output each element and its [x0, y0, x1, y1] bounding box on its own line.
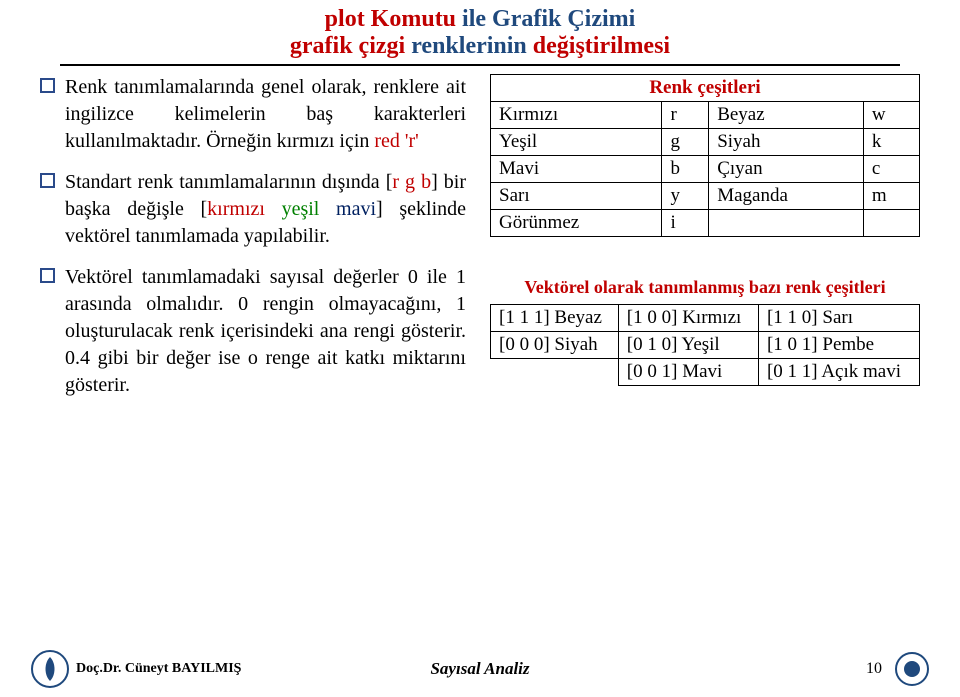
university-logo-icon	[30, 649, 70, 689]
cell: [0 0 1] Mavi	[618, 359, 758, 386]
color-table-header: Renk çeşitleri	[491, 75, 920, 102]
cell: w	[863, 102, 919, 129]
footer-center: Sayısal Analiz	[430, 659, 529, 679]
bullet-1: Renk tanımlamalarında genel olarak, renk…	[40, 74, 466, 155]
b2-a: Standart renk tanımlamalarının dışında [	[65, 171, 392, 193]
cell: [1 1 1] Beyaz	[491, 305, 619, 332]
cell: Görünmez	[491, 210, 662, 237]
cell: Çıyan	[709, 156, 864, 183]
title-line-2: grafik çizgi renklerinin değiştirilmesi	[0, 33, 960, 60]
bullet-1-text-b: red	[374, 130, 405, 152]
bullet-2-text: Standart renk tanımlamalarının dışında […	[65, 169, 466, 250]
cell	[491, 359, 619, 386]
bullet-2: Standart renk tanımlamalarının dışında […	[40, 169, 466, 250]
table-row: Mavi b Çıyan c	[491, 156, 920, 183]
table-row: [1 1 1] Beyaz [1 0 0] Kırmızı [1 1 0] Sa…	[491, 305, 920, 332]
footer: Doç.Dr. Cüneyt BAYILMIŞ Sayısal Analiz 1…	[0, 649, 960, 689]
table-row: Kırmızı r Beyaz w	[491, 102, 920, 129]
title2-part-b: renklerinin	[411, 33, 533, 59]
secondary-logo-icon	[894, 651, 930, 687]
cell: m	[863, 183, 919, 210]
bullet-3: Vektörel tanımlamadaki sayısal değerler …	[40, 264, 466, 399]
cell: i	[662, 210, 709, 237]
bullet-icon	[40, 173, 55, 188]
cell: [1 0 0] Kırmızı	[618, 305, 758, 332]
b2-d: kırmızı	[207, 198, 265, 220]
bullet-1-text: Renk tanımlamalarında genel olarak, renk…	[65, 74, 466, 155]
cell: Beyaz	[709, 102, 864, 129]
cell: b	[662, 156, 709, 183]
bullet-1-text-c: 'r'	[405, 130, 419, 152]
cell: k	[863, 129, 919, 156]
cell: [0 1 1] Açık mavi	[758, 359, 919, 386]
cell	[709, 210, 864, 237]
table-row: [0 0 1] Mavi [0 1 1] Açık mavi	[491, 359, 920, 386]
color-table: Renk çeşitleri Kırmızı r Beyaz w Yeşil g…	[490, 74, 920, 237]
cell: Mavi	[491, 156, 662, 183]
title1-part-a: plot Komutu	[325, 6, 456, 32]
page-number: 10	[866, 660, 882, 678]
vector-table-title: Vektörel olarak tanımlanmış bazı renk çe…	[490, 277, 920, 298]
cell: Sarı	[491, 183, 662, 210]
title-line-1: plot Komutu ile Grafik Çizimi	[0, 6, 960, 33]
cell: [1 1 0] Sarı	[758, 305, 919, 332]
b2-b: r g b	[392, 171, 431, 193]
right-column: Renk çeşitleri Kırmızı r Beyaz w Yeşil g…	[490, 74, 920, 413]
title2-part-a: grafik çizgi	[290, 33, 411, 59]
bullet-icon	[40, 268, 55, 283]
cell: [1 0 1] Pembe	[758, 332, 919, 359]
cell	[863, 210, 919, 237]
cell: Kırmızı	[491, 102, 662, 129]
cell: Siyah	[709, 129, 864, 156]
cell: c	[863, 156, 919, 183]
b2-e	[265, 198, 282, 220]
title2-part-c: değiştirilmesi	[533, 33, 670, 59]
cell: r	[662, 102, 709, 129]
bullet-icon	[40, 78, 55, 93]
title1-part-b: ile Grafik Çizimi	[456, 6, 635, 32]
b2-h: mavi	[336, 198, 376, 220]
left-column: Renk tanımlamalarında genel olarak, renk…	[40, 74, 466, 413]
cell: y	[662, 183, 709, 210]
header: plot Komutu ile Grafik Çizimi grafik çiz…	[0, 0, 960, 60]
content: Renk tanımlamalarında genel olarak, renk…	[0, 66, 960, 413]
table-row: Sarı y Maganda m	[491, 183, 920, 210]
cell: Maganda	[709, 183, 864, 210]
b2-f: yeşil	[282, 198, 320, 220]
cell: [0 0 0] Siyah	[491, 332, 619, 359]
cell: [0 1 0] Yeşil	[618, 332, 758, 359]
bullet-3-text: Vektörel tanımlamadaki sayısal değerler …	[65, 264, 466, 399]
cell: g	[662, 129, 709, 156]
b2-g	[319, 198, 336, 220]
table-row: [0 0 0] Siyah [0 1 0] Yeşil [1 0 1] Pemb…	[491, 332, 920, 359]
table-row: Görünmez i	[491, 210, 920, 237]
author-name: Doç.Dr. Cüneyt BAYILMIŞ	[76, 661, 241, 677]
table-row: Yeşil g Siyah k	[491, 129, 920, 156]
vector-table: [1 1 1] Beyaz [1 0 0] Kırmızı [1 1 0] Sa…	[490, 304, 920, 386]
cell: Yeşil	[491, 129, 662, 156]
